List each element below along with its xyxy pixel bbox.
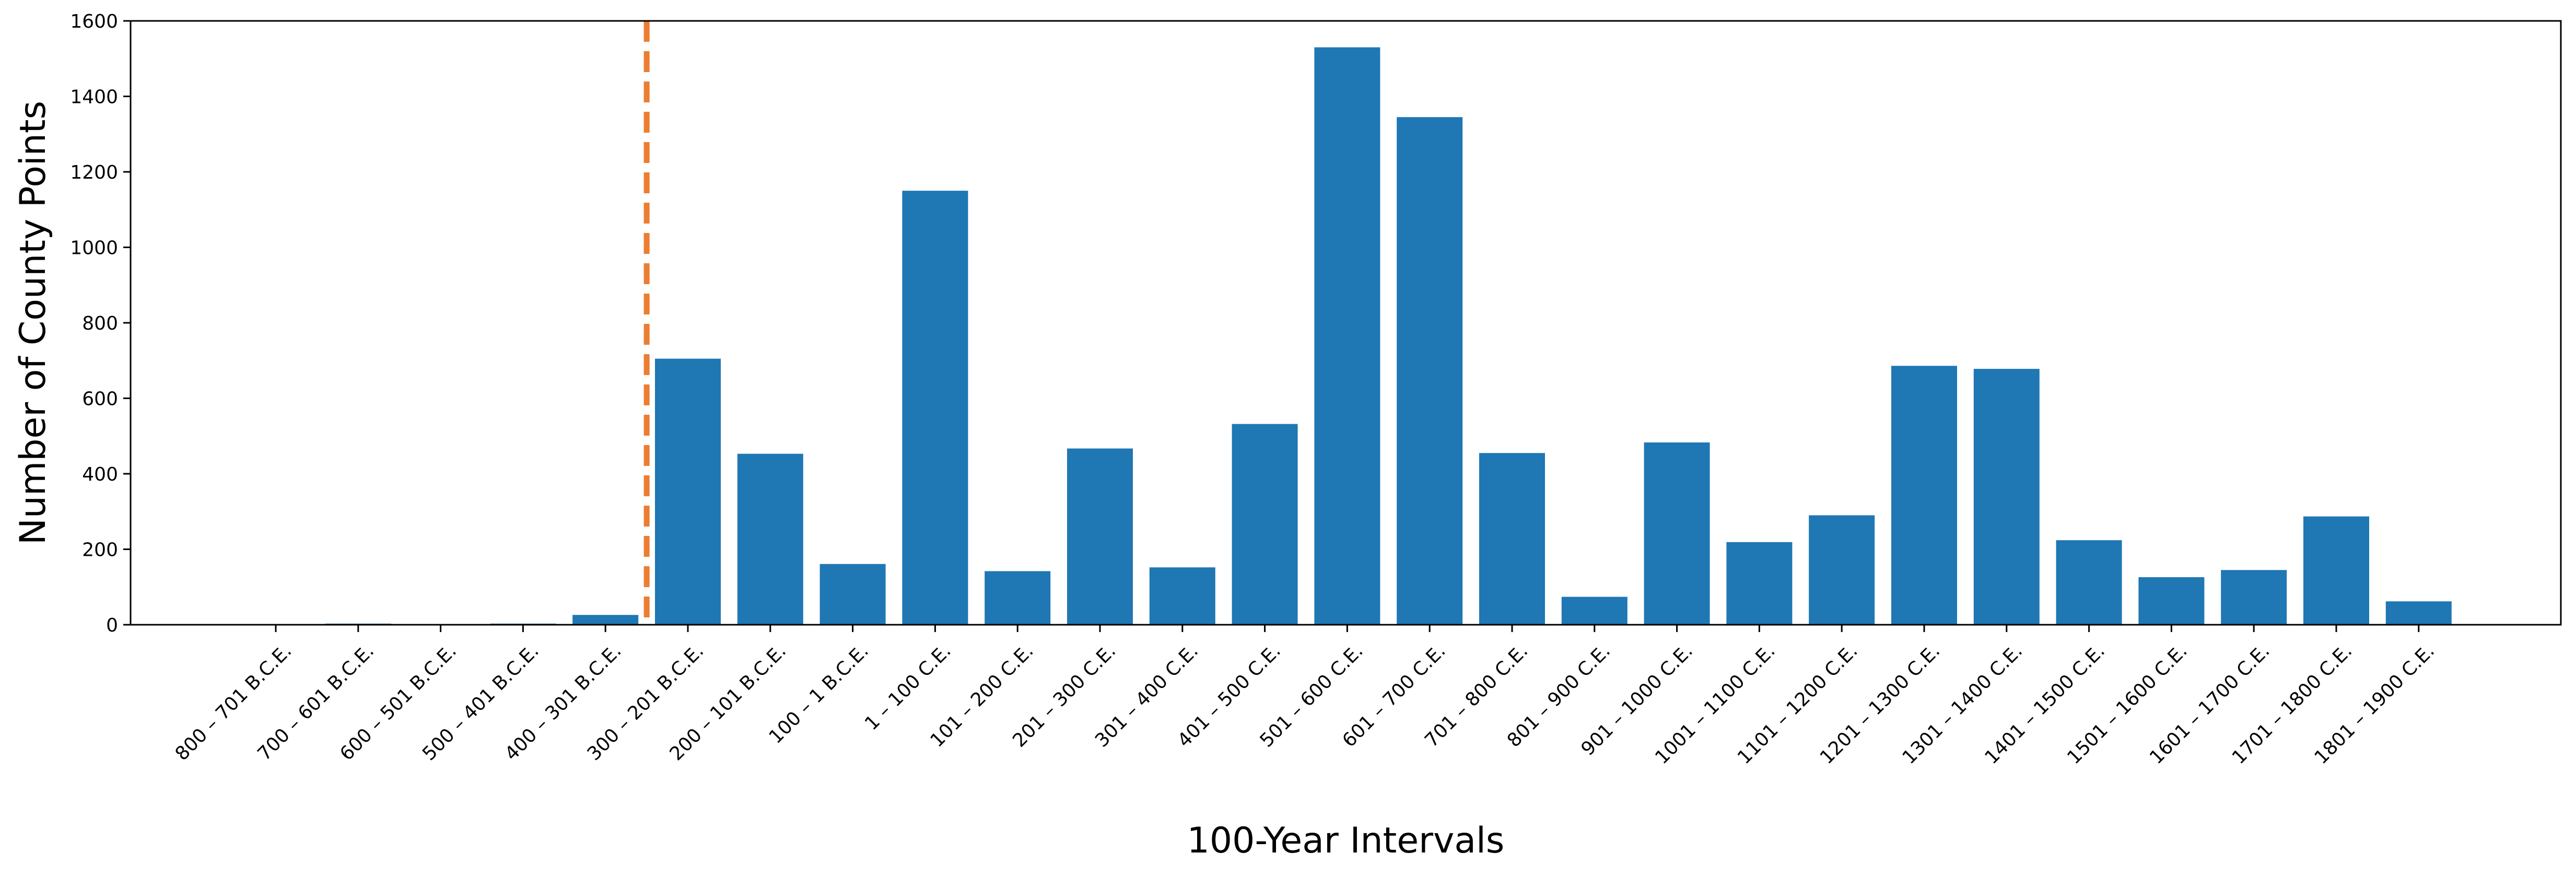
y-tick-label: 1000 [70, 238, 118, 259]
bar [902, 191, 968, 625]
bar [1067, 448, 1133, 625]
bar [2138, 577, 2205, 625]
x-axis-title: 100-Year Intervals [1187, 820, 1505, 861]
bar [1726, 542, 1793, 625]
bar [1397, 117, 1463, 625]
bar [1149, 567, 1215, 625]
bar [985, 571, 1051, 625]
y-tick-label: 1600 [70, 11, 118, 32]
y-tick-label: 0 [106, 615, 118, 636]
bar [1973, 369, 2040, 625]
y-tick-label: 600 [82, 389, 118, 410]
y-axis: 0 200 400 600 800 1000 1200 1400 1600 [70, 11, 131, 636]
bar [2221, 570, 2287, 625]
y-tick-label: 400 [82, 464, 118, 485]
x-tick-label: 1 – 100 C.E. [861, 640, 955, 734]
y-tick-label: 800 [82, 313, 118, 334]
y-tick-label: 1400 [70, 87, 118, 108]
bar [2385, 601, 2452, 625]
bar [572, 615, 639, 625]
bar [1561, 597, 1627, 625]
y-tick-label: 1200 [70, 162, 118, 183]
bar [1479, 453, 1545, 625]
bar [1809, 515, 1875, 625]
y-axis-title: Number of County Points [13, 101, 54, 545]
bar [1232, 424, 1298, 625]
bar [2056, 540, 2122, 625]
bar [1314, 47, 1380, 625]
bar [1644, 442, 1710, 625]
x-axis: 800 – 701 B.C.E.700 – 601 B.C.E.600 – 50… [171, 625, 2439, 768]
plot-frame [130, 20, 2562, 626]
bar [1891, 366, 1957, 625]
bar [819, 564, 886, 625]
y-tick-label: 200 [82, 540, 118, 561]
bars [325, 47, 2452, 625]
bar [2303, 516, 2369, 625]
bar [655, 358, 721, 625]
bar [737, 453, 803, 625]
